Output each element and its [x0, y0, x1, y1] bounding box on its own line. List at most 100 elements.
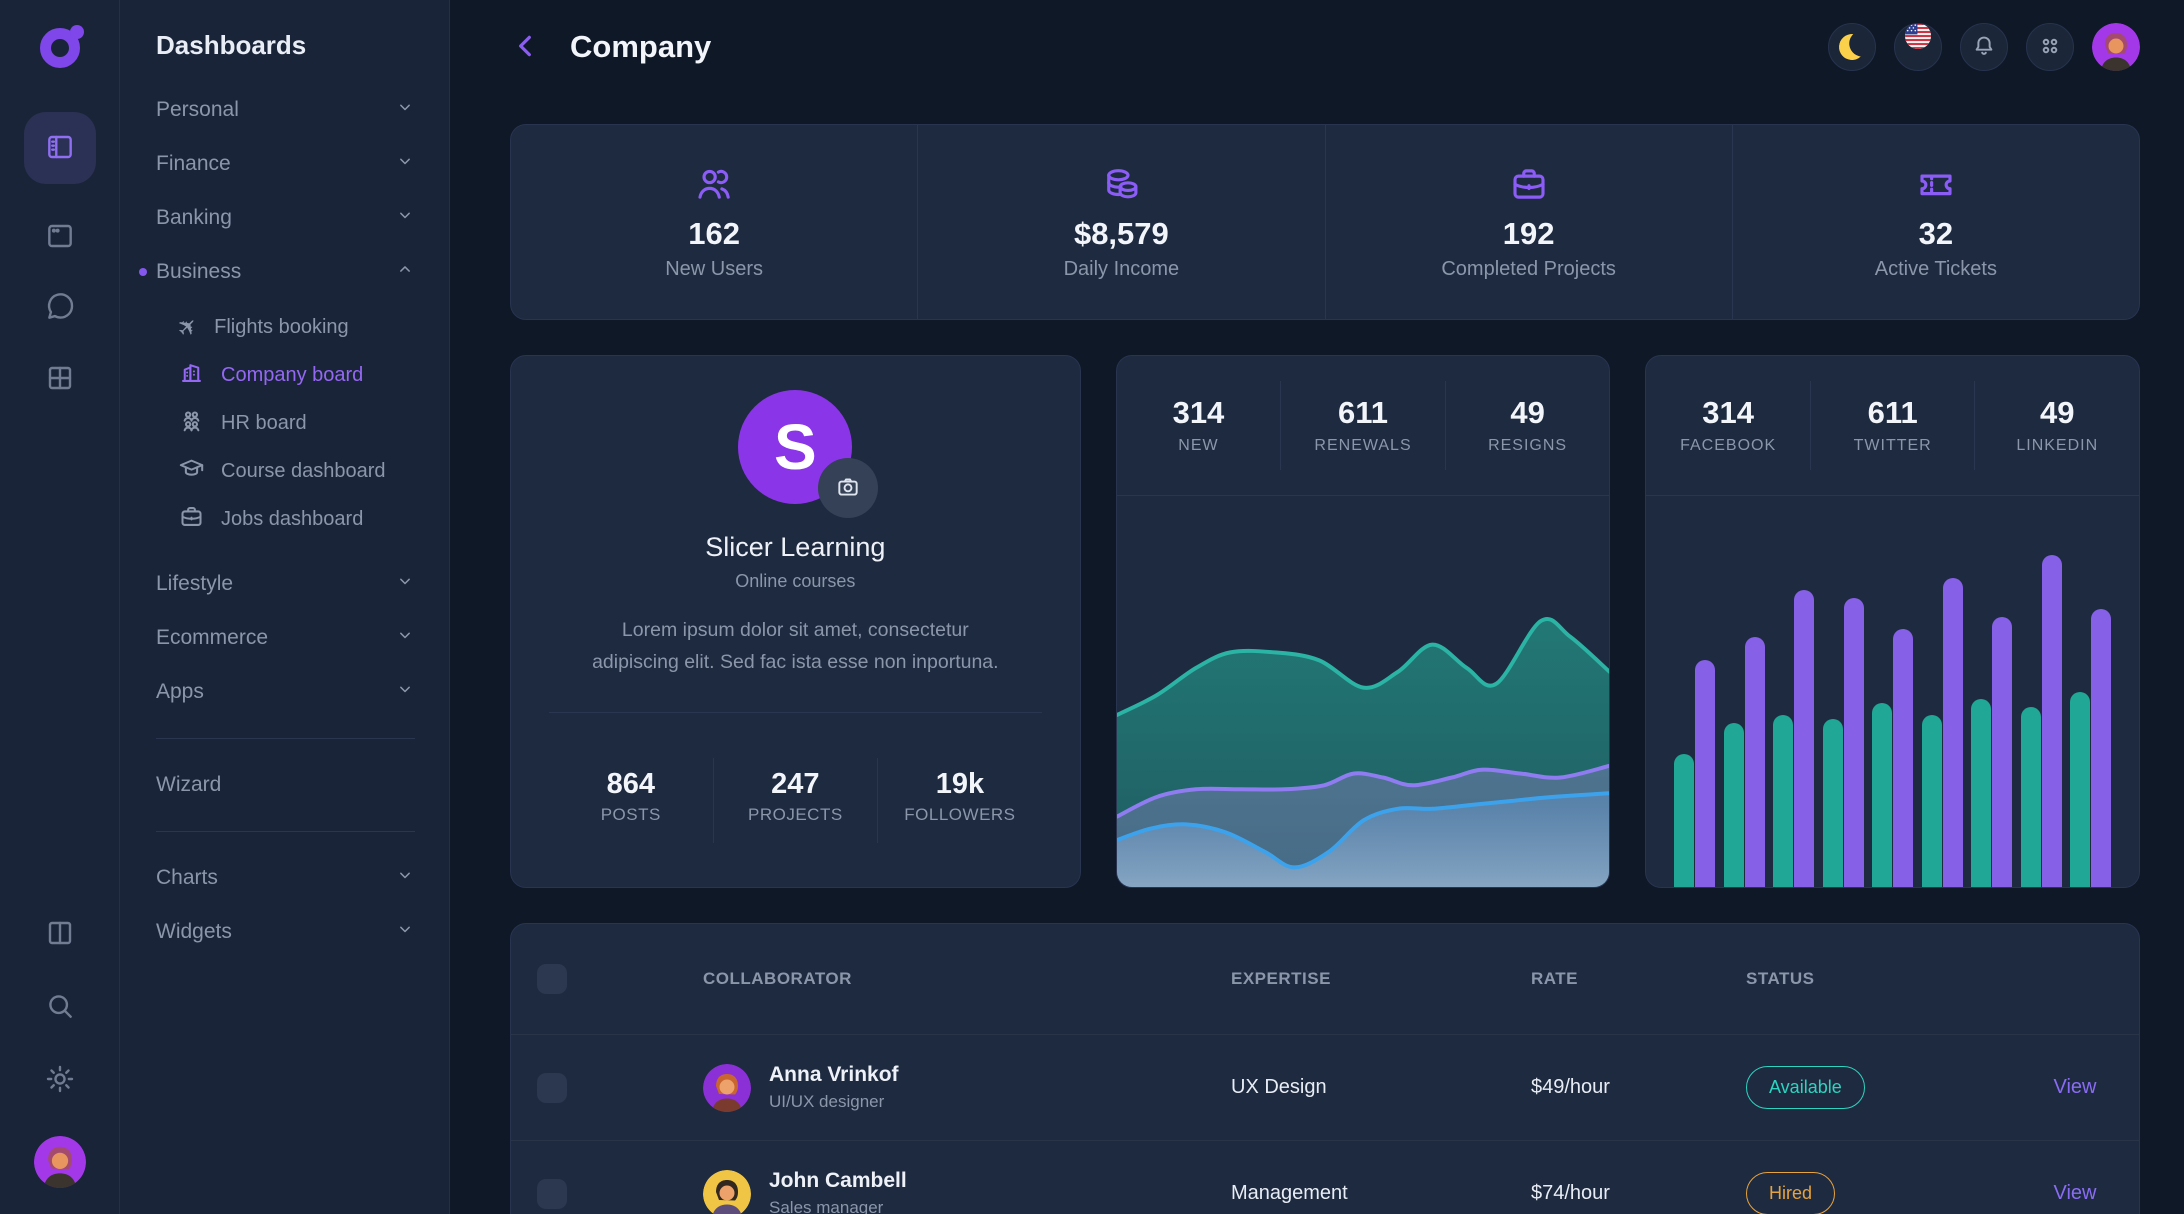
- sidebar-item-lifestyle[interactable]: Lifestyle: [156, 557, 415, 611]
- sidebar-subitem-course-dashboard[interactable]: Course dashboard: [156, 447, 415, 495]
- bar-pair-4: [1822, 496, 1864, 887]
- camera-icon: [835, 474, 861, 503]
- subitem-label: Company board: [221, 363, 364, 386]
- profile-stat-value: 247: [771, 767, 820, 800]
- rate-cell: $49/hour: [1531, 1076, 1610, 1098]
- collaborator-cell: John Cambell Sales manager: [703, 1169, 1231, 1214]
- column-header-rate: RATE: [1531, 969, 1579, 988]
- chevron-left-icon: [510, 30, 542, 65]
- sidebar-item-finance[interactable]: Finance: [156, 137, 415, 191]
- search-button[interactable]: [44, 990, 76, 1025]
- chart-stat-value: 611: [1338, 395, 1389, 431]
- icon-rail: [0, 0, 120, 1214]
- profile-stat-posts: 864 POSTS: [549, 758, 713, 843]
- bar-chart: [1674, 496, 2111, 887]
- stat-label: Daily Income: [1063, 258, 1180, 280]
- view-link[interactable]: View: [2053, 1182, 2097, 1204]
- people-icon: [178, 407, 205, 440]
- chart-stat-label: TWITTER: [1853, 437, 1932, 455]
- company-stats: 864 POSTS 247 PROJECTS 19k FOLLOWERS: [549, 713, 1042, 887]
- sidebar-item-ecommerce[interactable]: Ecommerce: [156, 611, 415, 665]
- chevron-down-icon: [395, 919, 415, 945]
- gear-icon: [44, 1063, 76, 1098]
- bar-teal: [2069, 691, 2090, 887]
- rail-top-icons: [23, 112, 96, 397]
- columns-button[interactable]: [44, 917, 76, 952]
- chevron-down-icon: [395, 205, 415, 231]
- sidebar-title: Dashboards: [156, 30, 307, 60]
- divider: [156, 831, 415, 832]
- company-profile-card: S Slicer Learning Online courses Lorem i…: [510, 355, 1081, 888]
- stat-value: 192: [1502, 216, 1555, 251]
- sidebar-item-label: Widgets: [156, 920, 232, 943]
- bell-icon: [1971, 33, 1997, 62]
- view-link[interactable]: View: [2053, 1076, 2097, 1098]
- header-avatar[interactable]: [2092, 23, 2140, 71]
- stat-completed-projects: 192 Completed Projects: [1324, 125, 1732, 319]
- chat-button[interactable]: [44, 291, 76, 326]
- submenu-business: ✈ Flights booking Company board HR board Cou…: [156, 299, 415, 549]
- language-flag-button[interactable]: [1894, 23, 1942, 71]
- rail-avatar[interactable]: [33, 1136, 86, 1188]
- window-button[interactable]: [44, 220, 76, 255]
- divider: [549, 712, 1042, 713]
- bar-purple: [2090, 609, 2111, 887]
- moon-icon: [1836, 31, 1868, 63]
- sidebar-item-business[interactable]: Business: [139, 245, 415, 299]
- sidebar-item-wizard[interactable]: Wizard: [156, 758, 415, 812]
- sidebar-subitem-jobs-dashboard[interactable]: Jobs dashboard: [156, 495, 415, 543]
- chart-stat-label: RESIGNS: [1488, 437, 1568, 455]
- company-subtitle: Online courses: [735, 571, 856, 591]
- chevron-down-icon: [395, 571, 415, 597]
- select-all-checkbox[interactable]: [537, 964, 567, 994]
- subitem-label: HR board: [221, 411, 307, 434]
- briefcase-icon: [1508, 163, 1550, 210]
- sidebar-item-label: Business: [156, 260, 242, 283]
- bar-pair-7: [1971, 496, 2013, 887]
- change-photo-button[interactable]: [818, 458, 879, 518]
- stat-label: Active Tickets: [1874, 258, 1997, 280]
- bar-teal: [1921, 714, 1942, 887]
- gear-button[interactable]: [44, 1063, 76, 1098]
- bar-pair-6: [1921, 496, 1963, 887]
- profile-stat-value: 864: [606, 767, 655, 800]
- chevron-down-icon: [395, 865, 415, 891]
- profile-stat-value: 19k: [935, 767, 985, 800]
- users-icon: [693, 163, 735, 210]
- notifications-button[interactable]: [1960, 23, 2008, 71]
- company-description: Lorem ipsum dolor sit amet, consectetur …: [592, 619, 999, 673]
- page-title: Company: [570, 29, 712, 64]
- theme-toggle-button[interactable]: [1828, 23, 1876, 71]
- sidebar-subitem-company-board[interactable]: Company board: [156, 351, 415, 399]
- chevron-down-icon: [395, 679, 415, 705]
- apps-menu-button[interactable]: [2026, 23, 2074, 71]
- briefcase-icon: [178, 503, 205, 536]
- sidebar-subitem-flights-booking[interactable]: ✈ Flights booking: [156, 303, 415, 351]
- chart-stat-value: 314: [1172, 395, 1225, 431]
- chart-stat-value: 611: [1867, 395, 1918, 431]
- back-button[interactable]: [510, 30, 542, 65]
- sidebar-layout-button[interactable]: [23, 112, 96, 184]
- bar-teal: [1971, 699, 1992, 887]
- sidebar-item-banking[interactable]: Banking: [156, 191, 415, 245]
- grid-button[interactable]: [44, 362, 76, 397]
- sidebar-item-personal[interactable]: Personal: [156, 83, 415, 137]
- collaborator-cell: Anna Vrinkof UI/UX designer: [703, 1063, 1231, 1112]
- sidebar-item-label: Wizard: [156, 773, 222, 796]
- memberships-chart-header: 314 NEW 611 RENEWALS 49 RESIGNS: [1116, 356, 1610, 496]
- row-checkbox[interactable]: [537, 1178, 567, 1209]
- stat-active-tickets: 32 Active Tickets: [1731, 125, 2139, 319]
- bar-purple: [1794, 589, 1815, 887]
- stats-summary-card: 162 New Users $8,579 Daily Income 192 Complet…: [510, 124, 2140, 320]
- sidebar-item-widgets[interactable]: Widgets: [156, 905, 415, 959]
- plane-icon: ✈: [171, 310, 205, 344]
- bar-purple: [1843, 597, 1864, 887]
- collaborator-role: UI/UX designer: [769, 1092, 885, 1111]
- collaborator-identity: Anna Vrinkof UI/UX designer: [769, 1063, 899, 1112]
- sidebar-nav-list: Personal Finance Banking Business ✈ Flights b…: [139, 83, 415, 959]
- row-checkbox[interactable]: [537, 1072, 567, 1103]
- sidebar-item-apps[interactable]: Apps: [156, 665, 415, 719]
- sidebar-item-charts[interactable]: Charts: [156, 851, 415, 905]
- sidebar-subitem-hr-board[interactable]: HR board: [156, 399, 415, 447]
